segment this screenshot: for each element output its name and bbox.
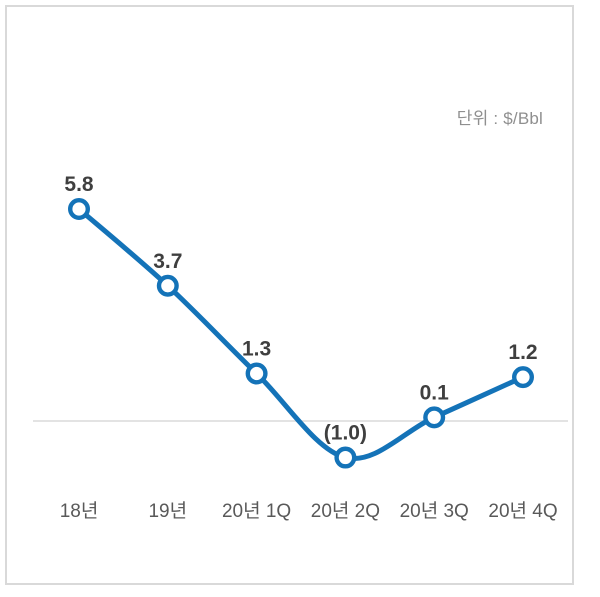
data-point-label: 1.2 xyxy=(508,341,537,364)
data-point-marker xyxy=(67,198,90,221)
data-point-label: 1.3 xyxy=(242,337,271,360)
x-axis-label: 18년 xyxy=(60,500,99,522)
data-point-marker xyxy=(245,362,268,385)
data-point-marker xyxy=(334,446,357,469)
data-point-marker xyxy=(156,274,179,297)
data-point-marker xyxy=(512,366,535,389)
x-axis-label: 20년 1Q xyxy=(222,500,291,522)
chart-border-frame xyxy=(5,5,574,585)
data-point-marker xyxy=(423,406,446,429)
data-point-label: 0.1 xyxy=(420,381,450,404)
data-point-label: (1.0) xyxy=(324,422,367,445)
x-axis-label: 20년 3Q xyxy=(400,500,469,522)
x-axis-label: 20년 4Q xyxy=(488,500,557,522)
data-point-label: 3.7 xyxy=(153,250,182,273)
x-axis-label: 19년 xyxy=(148,500,187,522)
x-axis-label: 20년 2Q xyxy=(311,500,380,522)
unit-label: 단위 : $/Bbl xyxy=(456,109,543,128)
data-point-label: 5.8 xyxy=(64,173,94,196)
